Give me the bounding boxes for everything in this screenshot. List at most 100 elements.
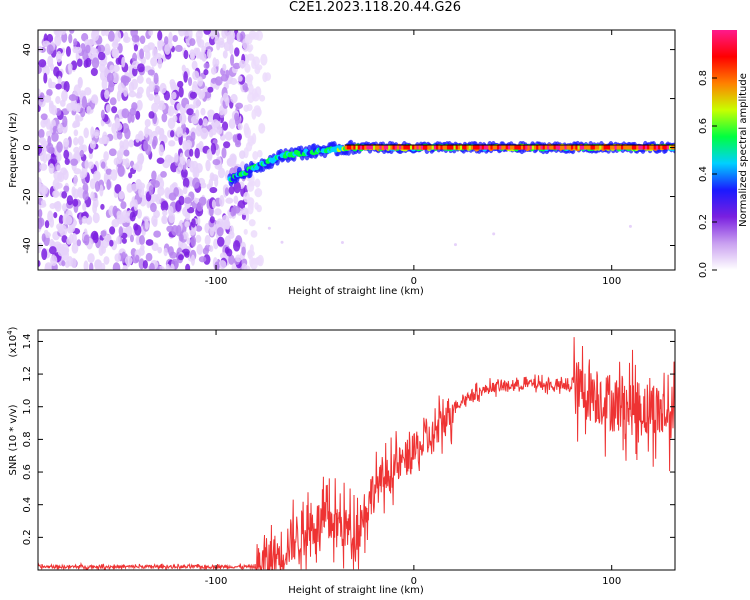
noise-speckle — [169, 263, 175, 270]
noise-speckle — [201, 52, 207, 62]
noise-speckle — [193, 97, 201, 109]
noise-speckle — [114, 183, 122, 194]
noise-speckle — [58, 214, 64, 225]
noise-speckle — [250, 258, 258, 270]
noise-speckle — [152, 135, 158, 147]
noise-speckle — [105, 104, 111, 113]
signal-cell — [494, 145, 499, 150]
signal-cell — [366, 145, 371, 150]
signal-cell — [655, 145, 660, 150]
noise-speckle — [237, 75, 243, 82]
signal-cell — [503, 145, 508, 150]
signal-cell — [514, 145, 519, 150]
noise-speckle — [133, 44, 139, 52]
noise-speckle — [106, 179, 111, 191]
signal-cell — [483, 145, 488, 150]
noise-speckle — [133, 199, 138, 212]
noise-speckle — [159, 82, 167, 94]
noise-speckle — [209, 245, 214, 252]
noise-speckle — [109, 64, 115, 73]
noise-speckle — [238, 59, 246, 69]
noise-speckle — [67, 63, 73, 71]
noise-speckle — [99, 70, 106, 81]
noise-speckle — [46, 88, 53, 97]
signal-cell — [355, 145, 360, 150]
noise-speckle — [116, 236, 121, 245]
noise-speckle — [148, 185, 154, 196]
noise-speckle — [228, 118, 236, 129]
noise-speckle — [225, 197, 234, 204]
noise-speckle — [73, 175, 78, 187]
noise-speckle — [61, 260, 66, 267]
noise-speckle — [40, 113, 48, 121]
noise-speckle — [90, 230, 99, 241]
noise-speckle — [43, 95, 52, 103]
signal-cell — [638, 145, 643, 150]
noise-speckle — [137, 86, 144, 95]
noise-speckle — [252, 151, 259, 161]
signal-cell — [418, 145, 423, 150]
signal-cell — [431, 145, 436, 150]
noise-speckle — [47, 210, 54, 223]
signal-cell — [562, 145, 567, 150]
noise-speckle — [221, 214, 230, 226]
signal-cell — [470, 145, 475, 150]
noise-speckle — [230, 54, 235, 66]
signal-cell — [623, 145, 628, 150]
noise-speckle — [56, 164, 61, 172]
noise-speckle — [52, 178, 60, 191]
colorbar-tick-label: 0.6 — [698, 118, 709, 134]
noise-speckle — [178, 161, 184, 171]
signal-cell — [475, 145, 480, 150]
noise-speckle — [236, 133, 242, 141]
noise-speckle — [47, 135, 52, 147]
noise-speckle — [100, 161, 106, 169]
noise-speckle — [231, 262, 236, 270]
noise-speckle — [163, 247, 168, 257]
noise-speckle — [184, 251, 190, 258]
noise-speckle — [136, 99, 143, 111]
signal-cell — [612, 145, 617, 150]
noise-speckle — [108, 148, 117, 157]
noise-speckle — [143, 44, 151, 53]
snr-marks — [38, 337, 675, 570]
noise-speckle — [103, 151, 109, 161]
noise-speckle — [150, 56, 158, 67]
signal-cell — [479, 145, 484, 150]
noise-speckle — [267, 226, 271, 230]
noise-speckle — [134, 224, 142, 236]
noise-speckle — [168, 31, 173, 44]
noise-speckle — [47, 55, 54, 68]
noise-speckle — [55, 30, 62, 37]
noise-speckle — [40, 199, 46, 206]
noise-speckle — [167, 117, 176, 129]
noise-speckle — [148, 111, 155, 119]
svg-text:(x104): (x104) — [6, 326, 19, 357]
signal-cell — [520, 145, 525, 150]
signal-cell — [544, 145, 549, 150]
colorbar-tick-label: 0.8 — [698, 70, 709, 86]
noise-speckle — [130, 78, 139, 90]
noise-speckle — [233, 195, 239, 204]
colorbar: 0.0 0.2 0.4 0.6 0.8 Normalized spectral ampl… — [698, 30, 749, 278]
noise-speckle — [111, 72, 120, 84]
noise-speckle — [151, 215, 158, 226]
signal-cell — [505, 145, 510, 150]
noise-speckle — [76, 58, 83, 67]
noise-speckle — [217, 167, 226, 179]
noise-speckle — [153, 230, 162, 238]
noise-speckle — [183, 30, 190, 37]
noise-speckle — [114, 122, 123, 131]
spectrogram-xlabel: Height of straight line (km) — [288, 286, 424, 297]
noise-speckle — [250, 230, 258, 238]
noise-speckle — [79, 90, 86, 98]
noise-speckle — [203, 62, 210, 69]
signal-cell — [462, 145, 467, 150]
noise-speckle — [111, 41, 119, 49]
noise-speckle — [45, 262, 52, 269]
signal-cell — [536, 145, 541, 150]
noise-speckle — [57, 171, 63, 181]
noise-speckle — [184, 197, 192, 204]
noise-speckle — [92, 212, 100, 224]
signal-cell — [407, 145, 412, 150]
